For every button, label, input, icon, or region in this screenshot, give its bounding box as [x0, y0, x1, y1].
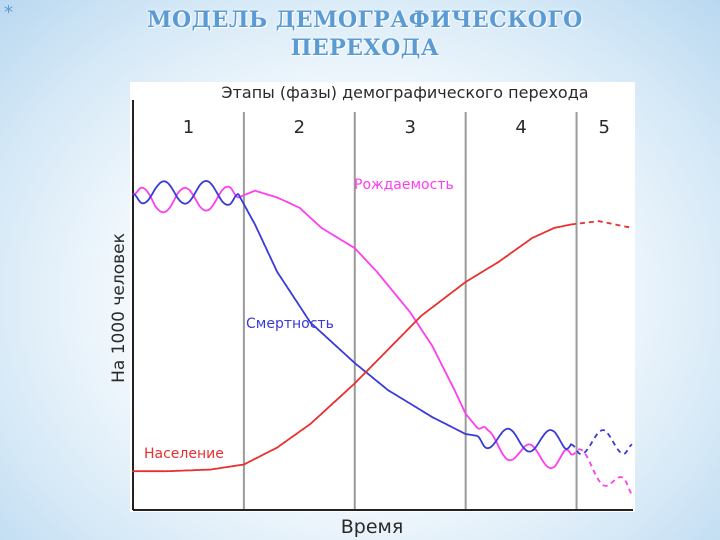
population-projection-line	[570, 220, 633, 229]
birth-rate-projection-line	[570, 448, 633, 496]
annotation-layer: Рождаемость Смертность Население	[144, 177, 454, 462]
slide-title-line-1: МОДЕЛЬ ДЕМОГРАФИЧЕСКОГО	[147, 7, 583, 33]
birth-rate-line	[132, 185, 572, 470]
decorative-star-icon: *	[4, 2, 13, 23]
x-axis-label: Время	[341, 516, 404, 538]
stage-labels: 1 2 3 4 5	[183, 117, 610, 138]
stage-label-4: 4	[515, 117, 526, 138]
chart-background	[130, 82, 635, 512]
slide-title-line-2: ПЕРЕХОДА	[290, 35, 440, 61]
death-rate-projection-line	[570, 429, 633, 455]
death-rate-label: Смертность	[246, 316, 334, 332]
series-layer	[132, 180, 633, 496]
stage-label-1: 1	[183, 117, 194, 138]
population-label: Население	[144, 446, 224, 462]
stage-label-3: 3	[404, 117, 415, 138]
chart-title: Этапы (фазы) демографического перехода	[221, 83, 588, 102]
slide-title: МОДЕЛЬ ДЕМОГРАФИЧЕСКОГО ПЕРЕХОДА	[0, 6, 720, 62]
population-line	[132, 223, 572, 473]
y-axis-label: На 1000 человек	[109, 233, 129, 383]
birth-rate-label: Рождаемость	[354, 177, 454, 193]
stage-label-2: 2	[294, 117, 305, 138]
death-rate-line	[132, 180, 572, 453]
stage-label-5: 5	[599, 117, 610, 138]
stage-boundaries	[242, 112, 578, 510]
